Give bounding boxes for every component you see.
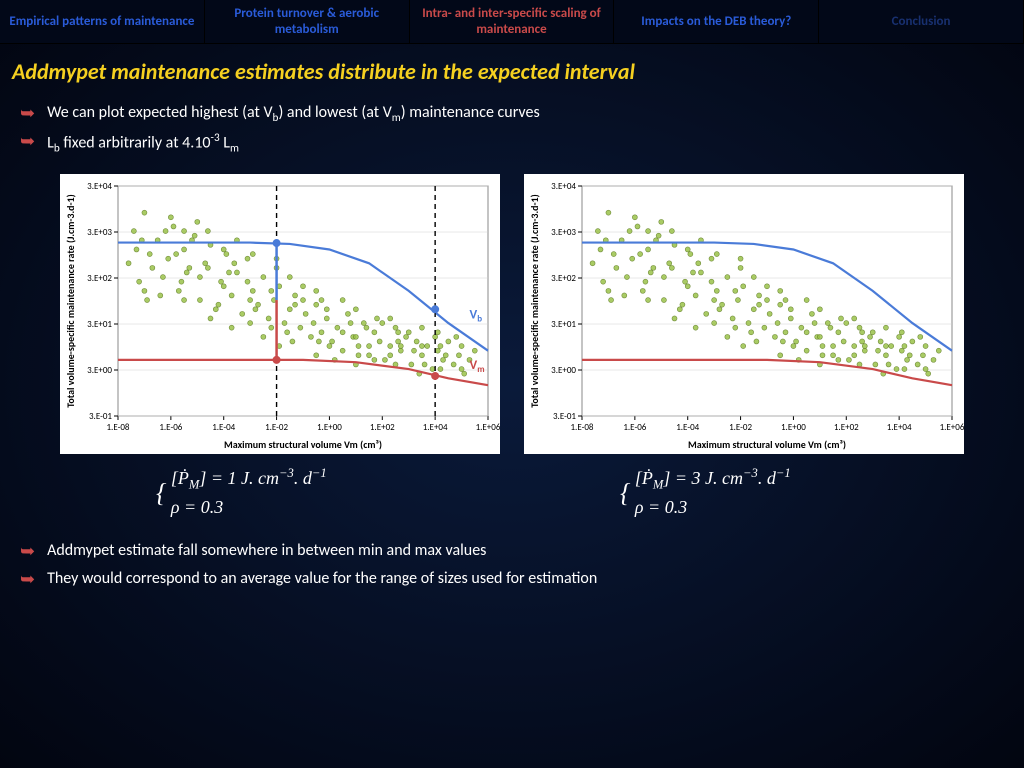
- svg-text:1.E-08: 1.E-08: [571, 422, 594, 433]
- svg-text:3.E+00: 3.E+00: [87, 365, 112, 376]
- svg-text:Vm: Vm: [470, 358, 485, 375]
- svg-text:1.E-02: 1.E-02: [265, 422, 288, 433]
- svg-text:3.E-01: 3.E-01: [89, 411, 112, 422]
- svg-text:1.E-08: 1.E-08: [107, 422, 130, 433]
- svg-text:1.E-04: 1.E-04: [212, 422, 235, 433]
- svg-text:1.E+06: 1.E+06: [940, 422, 964, 433]
- svg-text:Maximum structural volume Vm (: Maximum structural volume Vm (cm³): [688, 438, 846, 451]
- bullet-item: ➥ We can plot expected highest (at Vb) an…: [20, 103, 1004, 125]
- svg-text:Vb: Vb: [470, 307, 483, 324]
- svg-text:1.E+06: 1.E+06: [476, 422, 500, 433]
- svg-text:3.E+04: 3.E+04: [551, 181, 576, 192]
- svg-text:1.E+04: 1.E+04: [423, 422, 448, 433]
- nav-tabs: Empirical patterns of maintenanceProtein…: [0, 0, 1024, 44]
- svg-text:3.E+03: 3.E+03: [551, 227, 576, 238]
- bullet-arrow-icon: ➥: [20, 131, 35, 153]
- svg-text:1.E+04: 1.E+04: [887, 422, 912, 433]
- svg-text:1.E+00: 1.E+00: [781, 422, 806, 433]
- svg-text:3.E+01: 3.E+01: [551, 319, 576, 330]
- tab[interactable]: Impacts on the DEB theory?: [614, 0, 819, 43]
- svg-text:3.E+03: 3.E+03: [87, 227, 112, 238]
- svg-text:Total volume-specific maintena: Total volume-specific maintenance rate (…: [64, 194, 77, 407]
- bullet-text: We can plot expected highest (at Vb) and…: [47, 103, 540, 125]
- svg-text:3.E-01: 3.E-01: [553, 411, 576, 422]
- svg-text:Total volume-specific maintena: Total volume-specific maintenance rate (…: [528, 194, 541, 407]
- chart-left: 1.E-08 1.E-06 1.E-04 1.E-02 1.E+00 1.E+02 1.E+…: [60, 174, 500, 454]
- svg-text:Maximum structural volume Vm (: Maximum structural volume Vm (cm³): [224, 438, 382, 451]
- tab[interactable]: Protein turnover & aerobic metabolism: [205, 0, 410, 43]
- tab[interactable]: Intra- and inter-specific scaling of mai…: [410, 0, 615, 43]
- tab[interactable]: Empirical patterns of maintenance: [0, 0, 205, 43]
- bullet-item: ➥ Addmypet estimate fall somewhere in bet…: [20, 541, 1004, 563]
- bullet-arrow-icon: ➥: [20, 541, 35, 563]
- equation-right: { [ṖM] = 3 J. cm−3. d−1ρ = 0.3: [524, 458, 964, 527]
- bullet-arrow-icon: ➥: [20, 103, 35, 125]
- chart-right: 1.E-08 1.E-06 1.E-04 1.E-02 1.E+00 1.E+02 1.E+…: [524, 174, 964, 454]
- equations-row: { [ṖM] = 1 J. cm−3. d−1ρ = 0.3 { [ṖM] = …: [0, 458, 1024, 527]
- bullet-arrow-icon: ➥: [20, 569, 35, 591]
- svg-text:1.E-04: 1.E-04: [676, 422, 699, 433]
- bottom-bullets: ➥ Addmypet estimate fall somewhere in bet…: [0, 527, 1024, 600]
- svg-text:3.E+02: 3.E+02: [551, 273, 576, 284]
- bullet-text: They would correspond to an average valu…: [47, 569, 597, 588]
- bullet-text: Lb fixed arbitrarily at 4.10-3 Lm: [47, 131, 239, 156]
- svg-text:3.E+01: 3.E+01: [87, 319, 112, 330]
- svg-text:1.E-02: 1.E-02: [729, 422, 752, 433]
- bullet-item: ➥ They would correspond to an average val…: [20, 569, 1004, 591]
- svg-text:1.E+02: 1.E+02: [370, 422, 395, 433]
- svg-text:1.E-06: 1.E-06: [623, 422, 646, 433]
- equation-left: { [ṖM] = 1 J. cm−3. d−1ρ = 0.3: [60, 458, 500, 527]
- bullet-item: ➥ Lb fixed arbitrarily at 4.10-3 Lm: [20, 131, 1004, 156]
- tab[interactable]: Conclusion: [819, 0, 1024, 43]
- svg-text:1.E+00: 1.E+00: [317, 422, 342, 433]
- svg-text:1.E+02: 1.E+02: [834, 422, 859, 433]
- svg-text:3.E+00: 3.E+00: [551, 365, 576, 376]
- slide-title: Addmypet maintenance estimates distribut…: [0, 44, 1024, 93]
- charts-row: 1.E-08 1.E-06 1.E-04 1.E-02 1.E+00 1.E+02 1.E+…: [0, 166, 1024, 458]
- svg-text:3.E+02: 3.E+02: [87, 273, 112, 284]
- svg-text:1.E-06: 1.E-06: [159, 422, 182, 433]
- svg-text:3.E+04: 3.E+04: [87, 181, 112, 192]
- bullet-text: Addmypet estimate fall somewhere in betw…: [47, 541, 486, 560]
- top-bullets: ➥ We can plot expected highest (at Vb) an…: [0, 93, 1024, 166]
